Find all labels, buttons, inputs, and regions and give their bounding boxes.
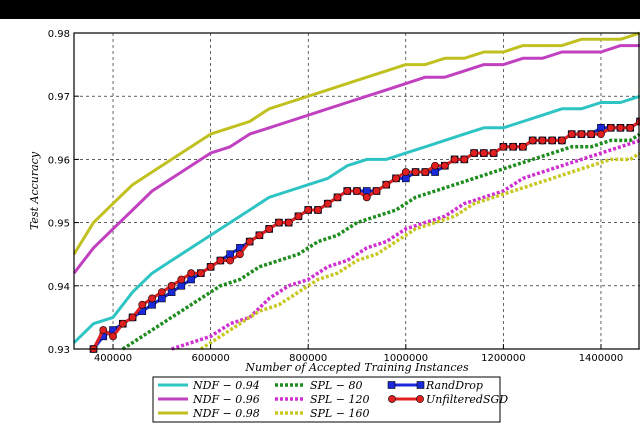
legend-label-unfilteredsgd: UnfilteredSGD	[426, 393, 508, 406]
point-unfilteredsgd	[401, 168, 410, 176]
point-unfilteredsgd	[138, 300, 147, 309]
point-unfilteredsgd	[128, 313, 137, 322]
series-line-ndf-0-94	[72, 94, 640, 344]
point-unfilteredsgd	[275, 218, 283, 227]
point-unfilteredsgd	[265, 225, 274, 233]
series-lines	[72, 31, 640, 353]
point-unfilteredsgd	[528, 136, 537, 145]
legend-label-randdrop: RandDrop	[425, 379, 483, 392]
point-unfilteredsgd	[392, 174, 400, 183]
y-tick-label: 0.97	[48, 92, 70, 103]
x-tick-label: 1200000	[481, 353, 526, 364]
point-unfilteredsgd	[177, 275, 186, 284]
point-unfilteredsgd	[206, 262, 215, 271]
point-unfilteredsgd	[470, 149, 479, 157]
legend-label-spl-160: SPL − 160	[310, 407, 369, 420]
plot-frame	[73, 32, 640, 350]
legend-marker	[416, 381, 425, 389]
legend-label-ndf-0-94: NDF − 0.94	[192, 379, 260, 392]
point-unfilteredsgd	[626, 123, 635, 132]
point-unfilteredsgd	[245, 237, 254, 246]
point-unfilteredsgd	[479, 149, 488, 157]
point-unfilteredsgd	[382, 180, 391, 189]
point-unfilteredsgd	[489, 149, 498, 157]
y-axis-label: Test Accuracy	[28, 151, 41, 230]
y-tick-label: 0.95	[48, 219, 70, 230]
point-unfilteredsgd	[294, 212, 303, 221]
y-tick-label: 0.98	[48, 29, 70, 40]
point-unfilteredsgd	[577, 130, 586, 139]
point-unfilteredsgd	[411, 168, 420, 176]
point-unfilteredsgd	[509, 142, 518, 151]
point-unfilteredsgd	[323, 199, 332, 208]
series-line-ndf-0-96	[72, 44, 640, 275]
y-tick-label: 0.93	[48, 345, 70, 356]
legend-label-spl-120: SPL − 120	[310, 393, 369, 406]
point-unfilteredsgd	[587, 130, 596, 139]
point-unfilteredsgd	[196, 269, 205, 278]
point-unfilteredsgd	[284, 218, 293, 227]
legend-label-ndf-0-96: NDF − 0.96	[192, 393, 260, 406]
legend-label-spl-80: SPL − 80	[310, 379, 362, 392]
series-line-spl-120	[171, 138, 640, 351]
legend-label-ndf-0-98: NDF − 0.98	[192, 407, 260, 420]
point-unfilteredsgd	[314, 206, 322, 214]
point-unfilteredsgd	[421, 168, 430, 176]
point-unfilteredsgd	[606, 123, 615, 132]
point-unfilteredsgd	[304, 206, 313, 214]
point-unfilteredsgd	[333, 193, 342, 202]
point-unfilteredsgd	[99, 326, 108, 334]
point-unfilteredsgd	[187, 269, 196, 278]
legend-box	[152, 376, 501, 423]
x-tick-label: 1400000	[579, 353, 624, 364]
point-unfilteredsgd	[567, 130, 576, 139]
legend-marker	[416, 395, 424, 403]
y-tick-label: 0.96	[48, 155, 70, 166]
point-unfilteredsgd	[450, 155, 459, 164]
point-unfilteredsgd	[597, 130, 605, 139]
y-tick-label: 0.94	[48, 282, 70, 293]
point-unfilteredsgd	[216, 256, 225, 265]
x-tick-label: 1000000	[384, 353, 429, 364]
series-line-ndf-0-98	[72, 31, 640, 255]
legend-marker	[387, 381, 396, 389]
point-unfilteredsgd	[548, 136, 557, 145]
point-unfilteredsgd	[362, 193, 371, 202]
point-unfilteredsgd	[431, 161, 439, 170]
legend-marker	[388, 395, 396, 403]
point-unfilteredsgd	[167, 281, 176, 290]
x-axis-label: Number of Accepted Training Instances	[244, 361, 469, 374]
point-unfilteredsgd	[226, 256, 235, 265]
point-unfilteredsgd	[109, 332, 117, 341]
point-unfilteredsgd	[235, 250, 244, 259]
point-unfilteredsgd	[460, 155, 469, 164]
point-unfilteredsgd	[440, 161, 449, 170]
point-unfilteredsgd	[499, 142, 508, 151]
series-line-spl-160	[199, 151, 640, 351]
x-tick-label: 800000	[289, 353, 327, 364]
point-unfilteredsgd	[372, 187, 381, 195]
x-tick-label: 600000	[192, 353, 230, 364]
point-unfilteredsgd	[148, 294, 156, 303]
point-unfilteredsgd	[538, 136, 547, 145]
point-unfilteredsgd	[616, 123, 625, 132]
point-unfilteredsgd	[255, 231, 264, 240]
point-unfilteredsgd	[118, 319, 127, 328]
tick-labels: 400000 600000 800000 1000000 1200000 1400000 0…	[48, 29, 624, 364]
point-unfilteredsgd	[353, 187, 361, 195]
top-black-bar	[0, 0, 640, 19]
point-unfilteredsgd	[343, 187, 352, 195]
x-tick-label: 400000	[94, 353, 132, 364]
series-line-spl-80	[121, 132, 640, 351]
point-unfilteredsgd	[157, 288, 166, 297]
point-unfilteredsgd	[518, 142, 527, 151]
point-unfilteredsgd	[558, 136, 566, 145]
